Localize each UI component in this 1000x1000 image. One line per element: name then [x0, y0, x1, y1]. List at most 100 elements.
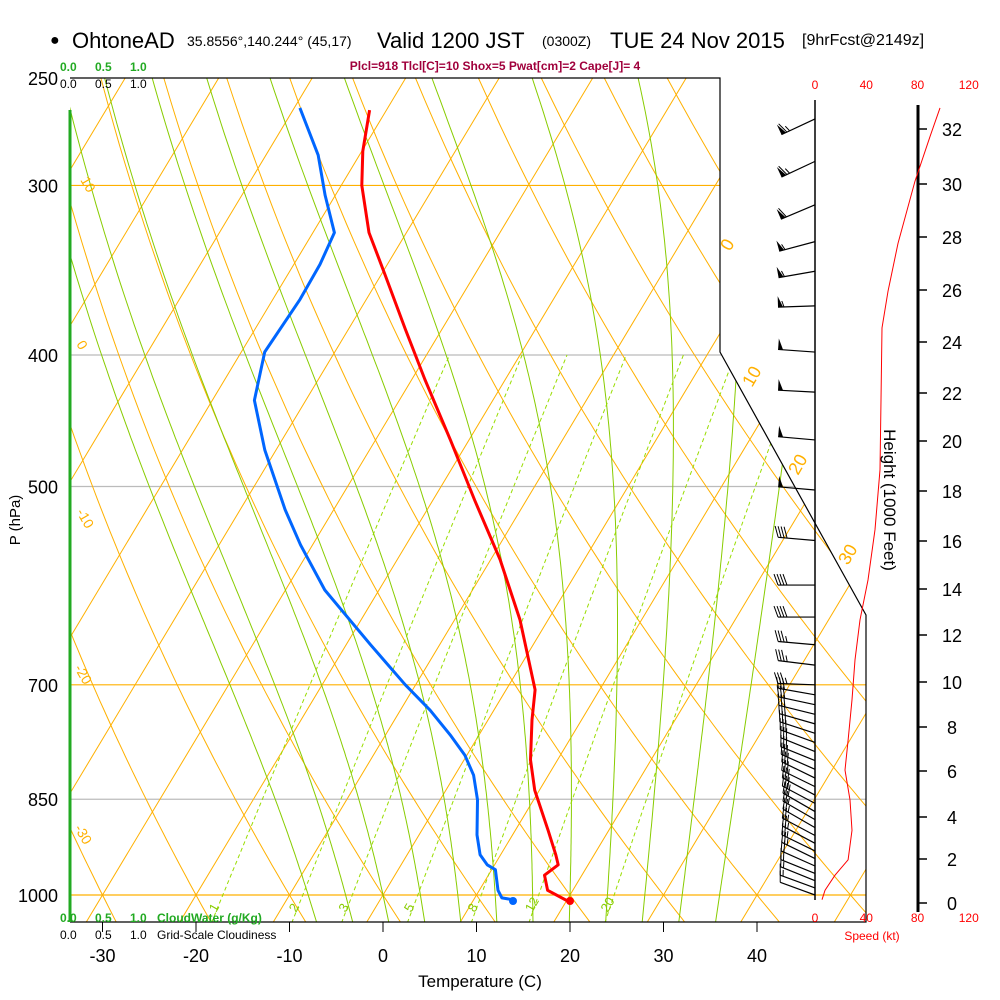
- wind-barb-feather: [773, 605, 779, 618]
- speed-tick-label-top: 0: [812, 78, 819, 92]
- wind-barb-feather: [783, 760, 787, 772]
- stability-indices: Plcl=918 Tlcl[C]=10 Shox=5 Pwat[cm]=2 Ca…: [350, 59, 641, 73]
- wind-barb-staff: [782, 817, 816, 837]
- wind-barb: [779, 718, 816, 744]
- wind-barb-staff: [781, 761, 816, 779]
- wind-barb-staff: [778, 486, 816, 491]
- speed-tick-label-top: 40: [860, 78, 874, 92]
- wind-barb: [775, 649, 816, 666]
- wind-barb-staff: [782, 800, 816, 821]
- wind-barb-half-feather: [781, 270, 785, 277]
- wind-barb: [781, 806, 816, 837]
- wind-barb-staff: [778, 536, 816, 542]
- valid-time: Valid 1200 JST: [377, 28, 525, 53]
- pressure-tick-label: 500: [28, 478, 58, 498]
- wind-barb-staff: [778, 687, 816, 696]
- moist-adiabat-line: [523, 78, 618, 922]
- temperature-tick-label: 40: [747, 946, 767, 966]
- wind-barb-flag: [776, 209, 786, 220]
- height-tick-label: 24: [942, 333, 962, 353]
- isotherm-line: [70, 78, 220, 922]
- wind-barb: [777, 296, 816, 308]
- wind-barb-feather: [777, 526, 782, 538]
- wind-barb-flag: [776, 124, 786, 135]
- wind-barb-half-feather: [784, 168, 790, 174]
- wind-barb-staff: [778, 270, 816, 279]
- wind-barb: [778, 379, 816, 393]
- wind-barb-feather: [785, 791, 789, 803]
- wind-barb-feather: [776, 605, 782, 618]
- mixing-ratio-line: [288, 354, 523, 922]
- dry-adiabat-line: [342, 78, 866, 922]
- speed-tick-label-top: 120: [959, 78, 979, 92]
- isotherm-label: 10: [77, 174, 99, 196]
- wind-barb-half-feather: [781, 300, 785, 308]
- wind-barb-staff: [778, 436, 816, 441]
- wind-barb-flag: [776, 167, 786, 178]
- dry-adiabat-line: [70, 78, 216, 922]
- speed-tick-label-bottom: 40: [860, 911, 874, 925]
- wind-barb-half-feather: [786, 831, 789, 838]
- wind-barb-flag: [778, 425, 784, 438]
- wind-barb: [781, 750, 816, 779]
- isotherm-label: -10: [73, 506, 97, 532]
- moist-adiabat-line: [335, 78, 534, 922]
- height-tick-label: 4: [947, 808, 957, 828]
- surface-dewpoint-marker: [509, 897, 517, 905]
- wind-barb-feather: [781, 823, 784, 835]
- height-tick-label: 18: [942, 482, 962, 502]
- dry-adiabat-line: [965, 54, 1000, 929]
- speed-tick-label-bottom: 120: [959, 911, 979, 925]
- station-coords: 35.8556°,140.244° (45,17): [187, 33, 352, 49]
- wind-barb-feather: [776, 685, 780, 698]
- wind-barb: [781, 766, 816, 796]
- wind-barb-feather: [778, 123, 788, 133]
- wind-barb-feather: [784, 767, 788, 780]
- wind-barb-flag: [776, 240, 785, 252]
- mixing-ratio-line: [526, 354, 736, 922]
- wind-barb-staff: [780, 729, 816, 744]
- dry-adiabat-line: [529, 78, 866, 922]
- dry-adiabat-line: [280, 78, 786, 922]
- isotherm-line: [459, 78, 866, 922]
- isotherm-line: [85, 78, 594, 922]
- moist-adiabat-line: [70, 78, 356, 922]
- wind-barb-feather: [784, 775, 788, 788]
- wind-barb-feather: [787, 784, 791, 797]
- dry-adiabat-line: [70, 78, 311, 922]
- wind-barb-staff: [778, 696, 816, 706]
- wind-barb-feather: [787, 768, 790, 781]
- wind-barb-half-feather: [781, 244, 786, 250]
- moist-adiabat-line: [422, 78, 572, 922]
- wind-barb-staff: [780, 746, 816, 762]
- wind-barb-flag: [776, 266, 784, 278]
- height-tick-label: 22: [942, 384, 962, 404]
- isotherm-line: [366, 78, 866, 922]
- temperature-tick-label: 0: [378, 946, 388, 966]
- wind-barb-feather: [777, 630, 782, 642]
- wind-barb-staff: [781, 160, 816, 178]
- wind-barb-half-feather: [787, 822, 790, 829]
- valid-date: TUE 24 Nov 2015: [610, 28, 785, 53]
- wind-barb-feather: [781, 774, 785, 787]
- wind-barb: [781, 823, 816, 852]
- wind-barb-feather: [784, 807, 788, 820]
- wind-barb: [780, 742, 816, 770]
- wind-barb-half-feather: [787, 805, 790, 813]
- x-axis-title: Temperature (C): [418, 972, 542, 991]
- isotherm-line: [70, 78, 407, 922]
- wind-barb-feather: [782, 686, 786, 699]
- wind-barb: [782, 789, 816, 821]
- speed-tick-label-bottom: 80: [911, 911, 925, 925]
- cloudiness-scale-label: 0.5: [95, 928, 112, 942]
- pressure-tick-label: 400: [28, 346, 58, 366]
- temperature-line: [360, 109, 571, 904]
- wind-barb-feather: [781, 649, 785, 662]
- wind-barb-staff: [779, 241, 816, 252]
- wind-barb-half-feather: [784, 125, 790, 132]
- wind-barb-feather: [783, 751, 787, 764]
- wind-barb-staff: [778, 305, 816, 308]
- cloudiness-scale-label: 0.5: [95, 77, 112, 91]
- wind-barb-staff: [782, 825, 816, 844]
- wind-barb-half-feather: [785, 655, 788, 662]
